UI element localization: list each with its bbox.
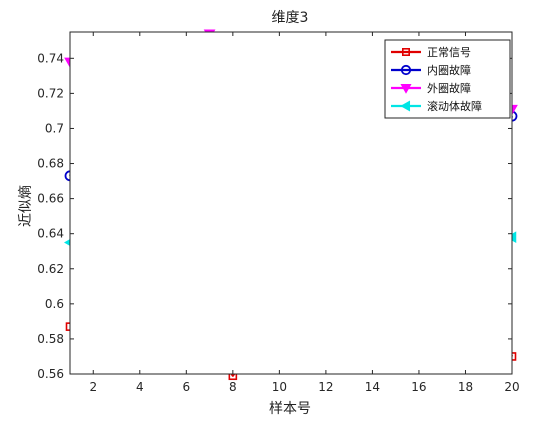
- x-tick-label: 8: [229, 380, 237, 394]
- y-tick-label: 0.68: [37, 157, 64, 171]
- x-tick-label: 14: [365, 380, 380, 394]
- legend-label: 滚动体故障: [427, 99, 482, 113]
- legend-label: 外圈故障: [427, 81, 471, 95]
- x-tick-label: 20: [504, 380, 519, 394]
- x-tick-label: 6: [182, 380, 190, 394]
- y-tick-label: 0.62: [37, 262, 64, 276]
- y-tick-label: 0.58: [37, 332, 64, 346]
- y-tick-label: 0.72: [37, 86, 64, 100]
- y-tick-label: 0.64: [37, 227, 64, 241]
- y-tick-label: 0.6: [45, 297, 64, 311]
- y-tick-label: 0.74: [37, 51, 64, 65]
- x-tick-label: 18: [458, 380, 473, 394]
- legend-label: 正常信号: [427, 46, 471, 59]
- x-tick-label: 2: [89, 380, 97, 394]
- x-tick-label: 16: [411, 380, 426, 394]
- legend-marker: [401, 47, 410, 56]
- legend-marker: [400, 64, 412, 76]
- x-tick-label: 4: [136, 380, 144, 394]
- x-tick-label: 12: [318, 380, 333, 394]
- y-tick-label: 0.56: [37, 367, 64, 381]
- legend-label: 内圈故障: [427, 63, 471, 77]
- x-axis-label: 样本号: [269, 401, 311, 417]
- y-axis-label: 近似熵: [18, 185, 34, 227]
- y-tick-label: 0.66: [37, 192, 64, 206]
- legend-marker: [400, 83, 412, 94]
- x-tick-label: 10: [272, 380, 287, 394]
- legend-marker: [400, 100, 411, 112]
- chart-title: 维度3: [272, 10, 309, 26]
- y-tick-label: 0.7: [45, 121, 64, 135]
